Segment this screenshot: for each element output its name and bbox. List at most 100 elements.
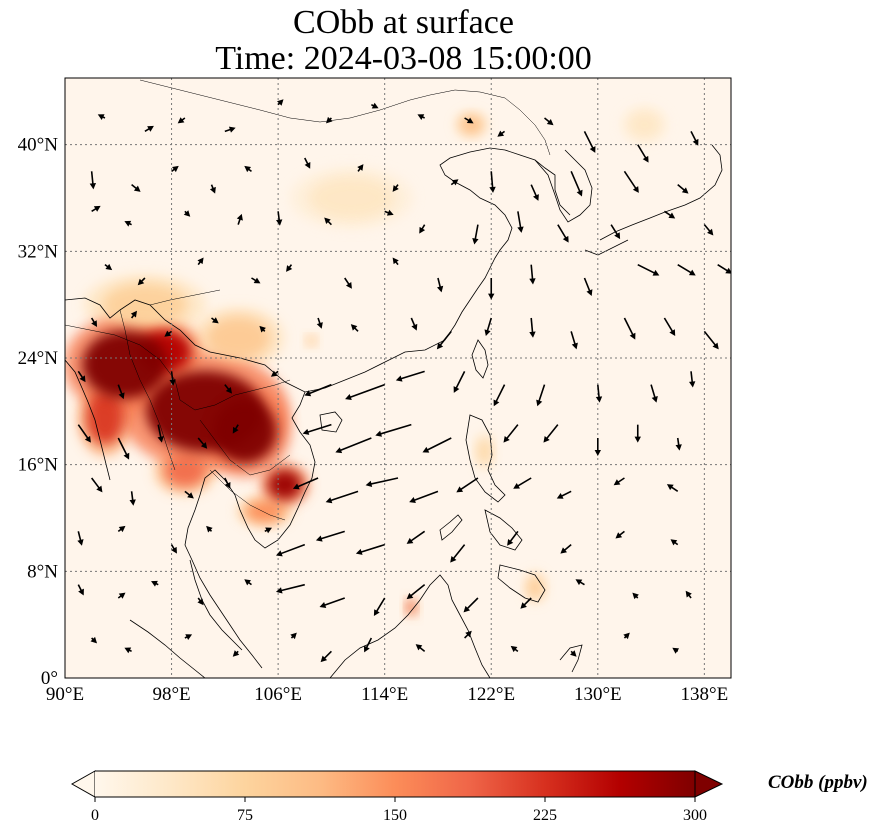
cobb-plume xyxy=(478,438,491,465)
wind-arrow xyxy=(77,531,84,546)
latitude-tick-label: 0° xyxy=(41,668,58,689)
wind-arrow xyxy=(129,491,136,506)
wind-arrow xyxy=(422,437,452,453)
coastline-sumatra xyxy=(129,619,206,678)
colorbar-gradient xyxy=(95,771,695,797)
wind-vector-layer xyxy=(77,99,731,663)
wind-arrow xyxy=(575,579,585,586)
cobb-plume xyxy=(102,283,188,326)
longitude-tick-label: 90°E xyxy=(46,684,84,705)
wind-arrow xyxy=(409,490,439,504)
wind-arrow xyxy=(395,370,425,382)
wind-arrow xyxy=(302,423,332,435)
wind-arrow xyxy=(124,220,132,227)
wind-arrow xyxy=(583,130,596,153)
wind-arrow xyxy=(570,331,578,350)
wind-arrow xyxy=(634,424,641,443)
cobb-plume xyxy=(212,399,277,464)
wind-arrow xyxy=(319,597,345,608)
wind-arrow xyxy=(315,530,345,542)
coastline-sulawesi xyxy=(559,644,583,673)
wind-arrow xyxy=(717,263,731,274)
wind-arrow xyxy=(613,477,625,486)
wind-arrow xyxy=(90,636,98,644)
wind-arrow xyxy=(183,210,191,217)
wind-arrow xyxy=(392,257,399,266)
wind-arrow xyxy=(244,579,252,586)
coastline-luzon xyxy=(465,414,506,503)
wind-arrow xyxy=(623,170,639,193)
cobb-plume xyxy=(307,336,316,345)
wind-arrow xyxy=(171,165,179,173)
wind-arrow xyxy=(270,370,279,377)
wind-arrow xyxy=(530,184,539,201)
wind-arrow xyxy=(224,126,236,133)
cobb-plume xyxy=(628,111,661,138)
wind-arrow xyxy=(677,263,696,276)
wind-arrow xyxy=(570,171,583,197)
wind-arrow xyxy=(463,597,479,613)
wind-arrow xyxy=(688,371,696,388)
map-frame xyxy=(64,77,732,679)
wind-arrow xyxy=(170,544,177,554)
wind-arrow xyxy=(560,544,572,554)
wind-arrow xyxy=(456,477,479,493)
wind-arrow xyxy=(355,543,385,555)
cobb-plume xyxy=(82,330,168,399)
wind-arrow xyxy=(316,317,323,329)
longitude-tick-label: 138°E xyxy=(681,684,729,705)
wind-arrow xyxy=(675,437,682,451)
colorbar-tick-label: 300 xyxy=(683,807,707,824)
wind-arrow xyxy=(503,424,519,443)
wind-arrow xyxy=(375,423,412,437)
wind-arrow xyxy=(570,650,577,657)
wind-arrow xyxy=(384,209,394,216)
wind-arrow xyxy=(130,310,137,319)
coastline-malay-peninsula xyxy=(189,559,243,651)
wind-arrow xyxy=(144,125,154,133)
wind-arrow xyxy=(325,490,359,504)
wind-arrow xyxy=(666,484,679,492)
wind-arrow xyxy=(472,224,479,245)
wind-arrow xyxy=(224,477,231,489)
wind-arrow xyxy=(632,592,639,600)
wind-arrow xyxy=(89,171,97,190)
wind-arrow xyxy=(484,317,493,336)
longitude-tick-label: 106°E xyxy=(254,684,302,705)
wind-arrow xyxy=(151,580,159,587)
coastline-korea xyxy=(534,149,593,223)
map-title: CObb at surface xyxy=(293,4,514,41)
wind-arrow xyxy=(90,477,103,493)
wind-arrow xyxy=(137,277,146,286)
country-borders xyxy=(65,79,551,521)
wind-arrow xyxy=(77,370,86,383)
wind-arrow xyxy=(513,477,532,489)
wind-arrow xyxy=(703,224,714,236)
wind-arrow xyxy=(275,583,305,594)
wind-arrow xyxy=(415,644,426,652)
wind-arrow xyxy=(197,597,204,606)
coastline-taiwan xyxy=(471,339,489,379)
longitude-tick-label: 122°E xyxy=(467,684,515,705)
wind-arrow xyxy=(277,99,284,106)
cobb-plume xyxy=(407,600,416,614)
cobb-concentration-layer xyxy=(65,106,668,617)
wind-arrow xyxy=(286,264,293,272)
wind-arrow xyxy=(117,384,125,400)
wind-arrow xyxy=(610,224,621,240)
wind-arrow xyxy=(169,371,176,386)
wind-arrow xyxy=(583,277,593,296)
wind-arrow xyxy=(209,184,216,194)
cobb-plume xyxy=(85,391,125,445)
wind-arrow xyxy=(90,317,98,327)
wind-arrow xyxy=(304,157,311,169)
wind-arrow xyxy=(557,224,569,243)
colorbar-extend-min xyxy=(70,770,96,798)
map-time-subtitle: Time: 2024-03-08 15:00:00 xyxy=(215,40,592,77)
cobb-plume xyxy=(527,576,543,598)
wind-arrow xyxy=(124,647,132,654)
wind-arrow xyxy=(232,424,239,434)
wind-arrow xyxy=(326,116,333,124)
wind-arrow xyxy=(685,590,692,599)
wind-arrow xyxy=(436,330,452,350)
